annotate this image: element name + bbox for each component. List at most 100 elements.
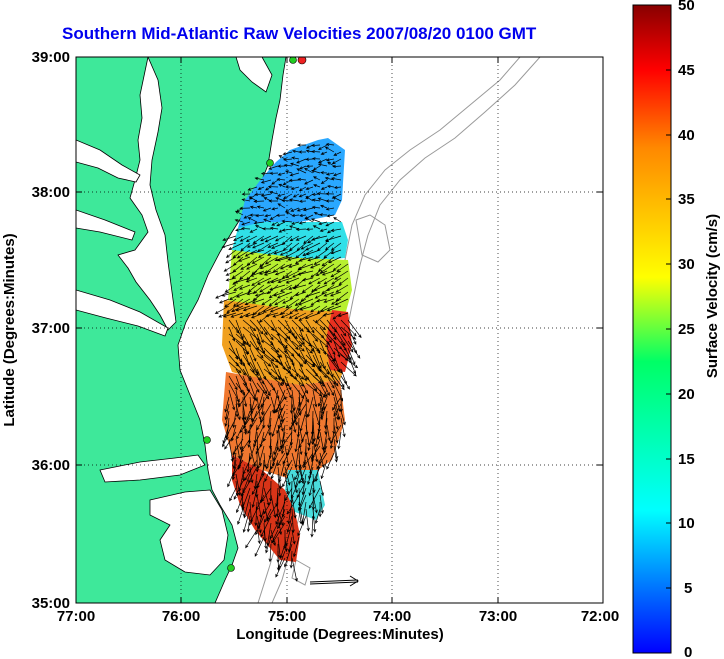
velocity-arrow xyxy=(249,347,257,362)
velocity-arrow xyxy=(340,375,350,390)
velocity-arrow xyxy=(256,368,265,385)
velocity-arrow xyxy=(319,382,328,398)
velocity-arrow xyxy=(268,459,272,476)
grid-lines xyxy=(76,57,603,603)
velocity-arrow xyxy=(333,185,342,190)
velocity-arrow xyxy=(291,529,296,545)
velocity-arrow xyxy=(330,228,342,232)
velocity-arrow xyxy=(334,298,349,306)
velocity-arrow xyxy=(297,177,307,182)
colorbar-tick-label: 35 xyxy=(678,191,695,208)
velocity-arrow xyxy=(324,176,335,181)
velocity-arrow xyxy=(305,164,314,168)
velocity-arrow xyxy=(273,291,286,297)
velocity-arrow xyxy=(298,396,302,416)
velocity-arrow xyxy=(281,198,293,203)
velocity-arrow xyxy=(326,424,331,442)
velocity-arrow xyxy=(327,256,342,264)
velocity-arrow xyxy=(303,445,307,466)
velocity-arrow xyxy=(269,522,279,540)
velocity-arrow xyxy=(276,177,286,182)
velocity-arrow xyxy=(300,242,314,250)
velocity-arrow xyxy=(307,466,314,486)
velocity-arrow xyxy=(333,340,341,358)
velocity-arrow xyxy=(235,298,251,307)
velocity-arrow xyxy=(332,312,342,320)
velocity-arrow xyxy=(333,396,341,420)
pamlico-sound xyxy=(149,489,229,576)
colorbar-ticks xyxy=(666,4,671,654)
velocity-arrow xyxy=(315,270,328,276)
velocity-arrow xyxy=(320,459,328,480)
velocity-arrow xyxy=(337,431,342,450)
velocity-arrow xyxy=(240,263,251,270)
velocity-arrow xyxy=(277,172,286,176)
velocity-arrow xyxy=(305,249,321,256)
velocity-arrow xyxy=(333,319,347,337)
velocity-arrow xyxy=(305,508,310,532)
velocity-arrow xyxy=(254,225,265,230)
x-tick-label: 76:00 xyxy=(162,608,200,625)
velocity-arrow xyxy=(308,277,321,285)
velocity-arrow xyxy=(326,368,339,387)
velocity-arrow xyxy=(245,529,258,549)
velocity-arrow xyxy=(334,270,349,280)
velocity-arrow xyxy=(271,207,279,211)
velocity-arrow xyxy=(298,438,303,456)
colorbar-label: Surface Velocity (cm/s) xyxy=(704,214,721,378)
velocity-arrow xyxy=(290,162,300,167)
velocity-arrow xyxy=(326,326,337,341)
velocity-arrow xyxy=(275,557,286,578)
velocity-arrow xyxy=(224,403,230,421)
velocity-arrow xyxy=(296,207,307,212)
velocity-arrow xyxy=(264,508,272,523)
velocity-arrow xyxy=(318,221,328,226)
velocity-arrow xyxy=(269,226,279,230)
velocity-arrow xyxy=(251,277,265,286)
velocity-arrow xyxy=(231,305,244,312)
velocity-arrow xyxy=(231,445,237,461)
velocity-arrow xyxy=(252,242,265,249)
velocity-arrow xyxy=(246,291,258,296)
velocity-arrow xyxy=(235,494,244,514)
velocity-arrow xyxy=(246,263,258,270)
velocity-arrow xyxy=(298,150,307,154)
colorbar-tick-label: 0 xyxy=(684,644,692,659)
velocity-arrow xyxy=(263,340,280,353)
velocity-arrow xyxy=(284,382,292,399)
velocity-arrow xyxy=(319,361,330,375)
velocity-arrow xyxy=(224,284,237,293)
velocity-arrow xyxy=(299,305,314,311)
velocity-arrow xyxy=(311,235,328,241)
velocity-arrow xyxy=(305,196,314,202)
velocity-arrow xyxy=(303,452,314,469)
velocity-arrow xyxy=(263,361,272,376)
velocity-arrow xyxy=(242,417,248,433)
velocity-arrow xyxy=(285,298,300,309)
velocity-arrow xyxy=(284,487,293,502)
velocity-arrow xyxy=(295,235,307,241)
velocity-arrow xyxy=(256,326,264,344)
velocity-arrow xyxy=(267,501,279,521)
velocity-arrow xyxy=(226,305,237,314)
velocity-arrow xyxy=(277,164,286,168)
velocity-arrow xyxy=(253,221,265,225)
velocity-arrow xyxy=(262,227,272,231)
velocity-arrow xyxy=(282,466,293,488)
velocity-arrow xyxy=(282,298,293,304)
velocity-arrow xyxy=(236,249,251,259)
velocity-arrow xyxy=(256,445,262,467)
velocity-arrow xyxy=(274,235,286,242)
velocity-arrow xyxy=(305,242,321,251)
velocity-arrow xyxy=(313,184,321,188)
reference-vector xyxy=(309,575,359,587)
velocity-arrow xyxy=(278,183,286,188)
velocity-arrow xyxy=(330,270,342,278)
velocity-arrow xyxy=(235,403,241,421)
velocity-arrow xyxy=(291,417,297,433)
velocity-arrow xyxy=(282,151,293,156)
velocity-arrow xyxy=(320,186,328,190)
velocity-arrow xyxy=(319,228,328,232)
velocity-arrow xyxy=(291,340,305,352)
